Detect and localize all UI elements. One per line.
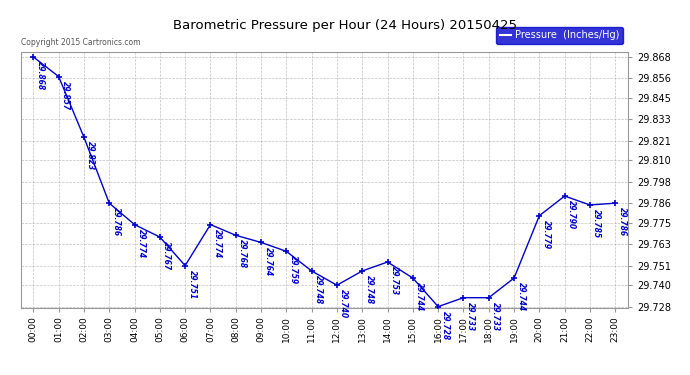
Text: 29.751: 29.751: [188, 270, 197, 299]
Text: 29.786: 29.786: [112, 207, 121, 237]
Text: 29.759: 29.759: [289, 255, 298, 285]
Text: 29.764: 29.764: [264, 247, 273, 276]
Text: 29.774: 29.774: [137, 229, 146, 258]
Text: 29.823: 29.823: [86, 141, 95, 171]
Text: 29.774: 29.774: [213, 229, 222, 258]
Text: 29.748: 29.748: [314, 275, 323, 304]
Text: 29.744: 29.744: [415, 282, 424, 311]
Text: 29.728: 29.728: [441, 311, 450, 340]
Text: 29.857: 29.857: [61, 81, 70, 110]
Text: 29.740: 29.740: [339, 290, 348, 318]
Text: 29.786: 29.786: [618, 207, 627, 237]
Text: 29.785: 29.785: [593, 209, 602, 238]
Text: 29.753: 29.753: [390, 266, 399, 296]
Text: 29.779: 29.779: [542, 220, 551, 249]
Text: 29.768: 29.768: [238, 240, 247, 268]
Text: Barometric Pressure per Hour (24 Hours) 20150425: Barometric Pressure per Hour (24 Hours) …: [173, 19, 517, 32]
Text: 29.767: 29.767: [162, 241, 171, 270]
Text: 29.790: 29.790: [567, 200, 576, 230]
Text: 29.748: 29.748: [365, 275, 374, 304]
Text: 29.733: 29.733: [466, 302, 475, 331]
Text: Copyright 2015 Cartronics.com: Copyright 2015 Cartronics.com: [21, 38, 140, 47]
Text: 29.868: 29.868: [36, 61, 45, 90]
Legend: Pressure  (Inches/Hg): Pressure (Inches/Hg): [496, 27, 623, 44]
Text: 29.733: 29.733: [491, 302, 500, 331]
Text: 29.744: 29.744: [517, 282, 526, 311]
